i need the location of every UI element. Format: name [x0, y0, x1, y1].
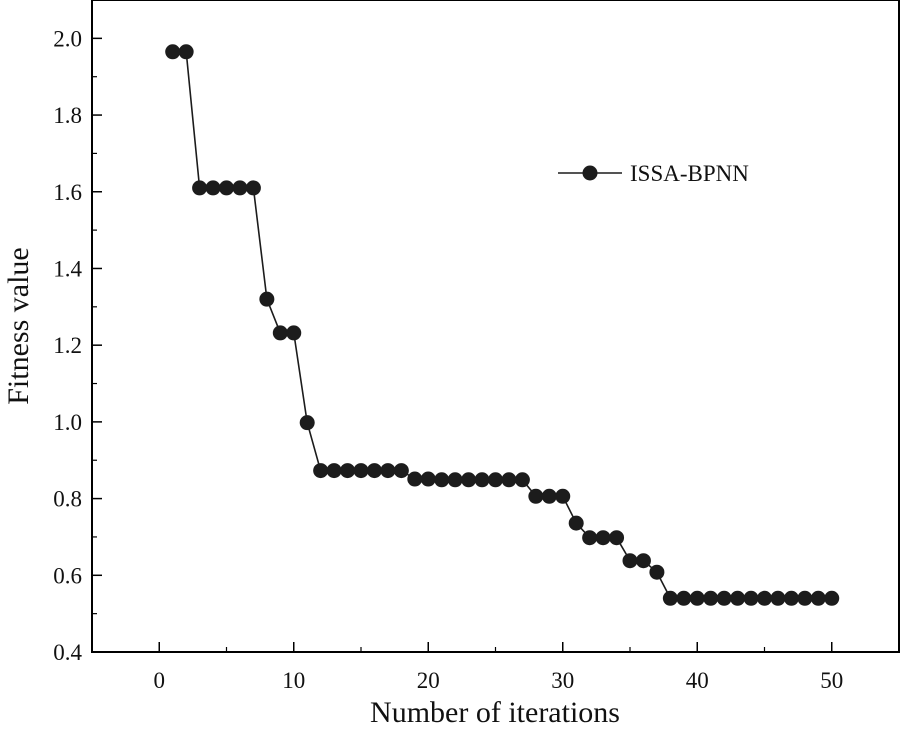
data-point	[528, 488, 544, 504]
y-tick-label: 0.6	[53, 563, 82, 588]
data-point	[757, 590, 772, 606]
data-point	[797, 590, 813, 606]
data-point	[393, 463, 409, 479]
legend-label: ISSA-BPNN	[630, 161, 749, 186]
data-point	[474, 472, 490, 488]
x-tick-label: 0	[154, 668, 166, 693]
y-tick-label: 0.8	[53, 487, 82, 512]
x-tick-label: 10	[282, 668, 305, 693]
data-point	[353, 463, 369, 479]
data-point	[568, 515, 584, 531]
data-point	[541, 488, 557, 504]
data-point	[192, 180, 208, 196]
data-point	[286, 325, 302, 341]
x-tick-label: 20	[417, 668, 440, 693]
y-axis-title: Fitness value	[2, 247, 35, 405]
series-layer	[165, 44, 840, 606]
x-tick-label: 40	[686, 668, 709, 693]
data-point	[272, 325, 288, 341]
y-tick-label: 1.8	[53, 103, 82, 128]
y-tick-label: 1.4	[53, 256, 82, 281]
data-point	[326, 463, 342, 479]
data-point	[434, 472, 450, 488]
y-axis-ticks: 0.4 0.6 0.8 1.0 1.2 1.4 1.6 1.8 2.0	[53, 0, 102, 665]
data-point	[245, 180, 261, 196]
data-point	[488, 472, 503, 488]
data-point	[649, 564, 665, 580]
data-point	[259, 291, 275, 307]
data-point	[635, 553, 651, 569]
data-point	[313, 463, 329, 479]
data-point	[689, 590, 705, 606]
data-point	[299, 415, 315, 431]
series-line	[172, 50, 832, 600]
y-tick-label: 0.4	[53, 640, 82, 665]
data-point	[703, 590, 719, 606]
data-point	[461, 472, 477, 488]
data-point	[205, 180, 221, 196]
data-point	[366, 463, 382, 479]
x-tick-label: 30	[551, 668, 574, 693]
data-point	[730, 590, 746, 606]
data-point	[824, 590, 840, 606]
x-axis-title: Number of iterations	[370, 696, 620, 729]
plot-frame	[91, 0, 900, 653]
y-tick-label: 1.0	[53, 410, 82, 435]
data-point	[555, 488, 571, 504]
data-point	[595, 530, 611, 546]
data-point	[514, 472, 530, 488]
data-point	[232, 180, 248, 196]
data-point	[420, 471, 436, 487]
data-point	[716, 590, 732, 606]
legend-marker	[582, 165, 598, 181]
data-point	[662, 590, 678, 606]
data-point	[501, 472, 517, 488]
data-point	[609, 530, 625, 546]
data-point	[810, 590, 826, 606]
y-tick-label: 1.6	[53, 180, 82, 205]
data-point	[219, 180, 234, 196]
data-point	[447, 472, 463, 488]
data-point	[743, 590, 759, 606]
data-point	[178, 44, 194, 60]
data-point	[770, 590, 786, 606]
data-point	[676, 590, 692, 606]
data-point	[582, 530, 598, 546]
data-point	[622, 553, 638, 569]
legend: ISSA-BPNN	[558, 161, 749, 186]
x-axis-ticks: 0 10 20 30 40 50	[91, 642, 900, 693]
y-tick-label: 2.0	[53, 26, 82, 51]
data-point	[783, 590, 799, 606]
y-tick-label: 1.2	[53, 333, 82, 358]
data-point	[340, 463, 356, 479]
data-point	[165, 44, 181, 60]
data-point	[407, 471, 423, 487]
x-tick-label: 50	[820, 668, 843, 693]
data-point	[380, 463, 396, 479]
